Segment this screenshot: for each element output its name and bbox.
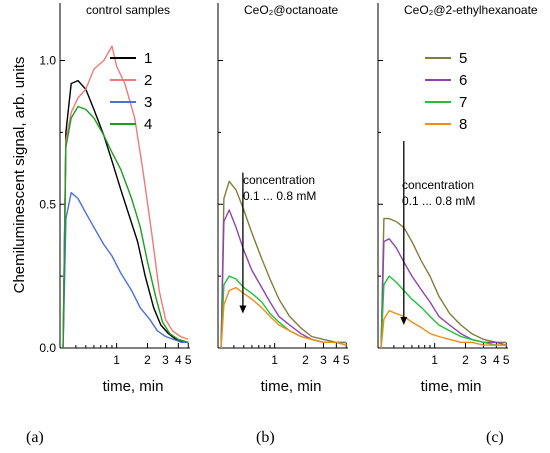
legend-label-7: 7 (459, 94, 467, 111)
series-line-3 (62, 191, 189, 349)
legend-label-2: 2 (144, 72, 152, 89)
panel-label: (b) (256, 429, 275, 446)
panel-label: (c) (486, 429, 504, 446)
x-tick-label: 5 (503, 353, 510, 367)
y-tick-label: 0.0 (39, 341, 56, 355)
x-tick-label: 5 (185, 353, 192, 367)
x-tick-label: 1 (431, 353, 438, 367)
series-line-7 (220, 275, 347, 349)
series-line-8 (220, 286, 347, 349)
series-line-8 (380, 309, 507, 349)
series-line-4 (62, 105, 189, 349)
annotation-line-1: concentration (402, 178, 474, 192)
x-tick-label: 1 (113, 353, 120, 367)
x-tick-label: 1 (271, 353, 278, 367)
annotation-arrow-head (239, 305, 247, 314)
panel-title: CeO₂@2-ethylhexanoate (404, 3, 538, 17)
panel-2: 1 2 3 4 5 time, min CeO₂@octanoate (b) concentra… (217, 3, 350, 446)
y-tick-label: 0.5 (39, 197, 56, 211)
series-line-1 (62, 79, 189, 349)
x-tick-label: 2 (462, 353, 469, 367)
x-tick-label: 4 (493, 353, 500, 367)
legend-label-5: 5 (459, 50, 467, 67)
panel-label: (a) (26, 429, 44, 446)
series-line-5 (220, 180, 347, 349)
legend-label-6: 6 (459, 72, 467, 89)
x-tick-label: 4 (175, 353, 182, 367)
concentration-annotation: concentration 0.1 ... 0.8 mM (239, 172, 316, 314)
annotation-arrow-head (400, 317, 408, 325)
x-axis-label: time, min (103, 378, 164, 395)
x-tick-label: 5 (343, 353, 350, 367)
legend: 1 2 3 4 (110, 50, 152, 133)
x-tick-label: 4 (333, 353, 340, 367)
x-axis-label: time, min (421, 378, 482, 395)
series-line-2 (62, 45, 189, 349)
annotation-line-2: 0.1 ... 0.8 mM (243, 189, 316, 203)
series-line-7 (380, 275, 507, 349)
legend-label-3: 3 (144, 94, 152, 111)
annotation-line-2: 0.1 ... 0.8 mM (402, 194, 475, 208)
y-axis-label: Chemiluminescent signal, arb. units (11, 57, 28, 294)
concentration-annotation: concentration 0.1 ... 0.8 mM (400, 141, 475, 325)
y-tick-label: 1.0 (39, 54, 56, 68)
x-tick-label: 2 (302, 353, 309, 367)
x-axis-label: time, min (261, 378, 322, 395)
panel-title: control samples (86, 3, 170, 17)
x-tick-label: 3 (480, 353, 487, 367)
x-tick-label: 2 (144, 353, 151, 367)
legend-label-8: 8 (459, 116, 467, 133)
x-tick-label: 3 (162, 353, 169, 367)
series-line-5 (380, 217, 507, 349)
legend: 5 6 7 8 (425, 50, 467, 133)
x-tick-label: 3 (320, 353, 327, 367)
series-line-6 (380, 238, 507, 349)
legend-label-1: 1 (144, 50, 152, 67)
legend-label-4: 4 (144, 116, 152, 133)
annotation-line-1: concentration (243, 173, 315, 187)
panel-title: CeO₂@octanoate (244, 3, 339, 17)
